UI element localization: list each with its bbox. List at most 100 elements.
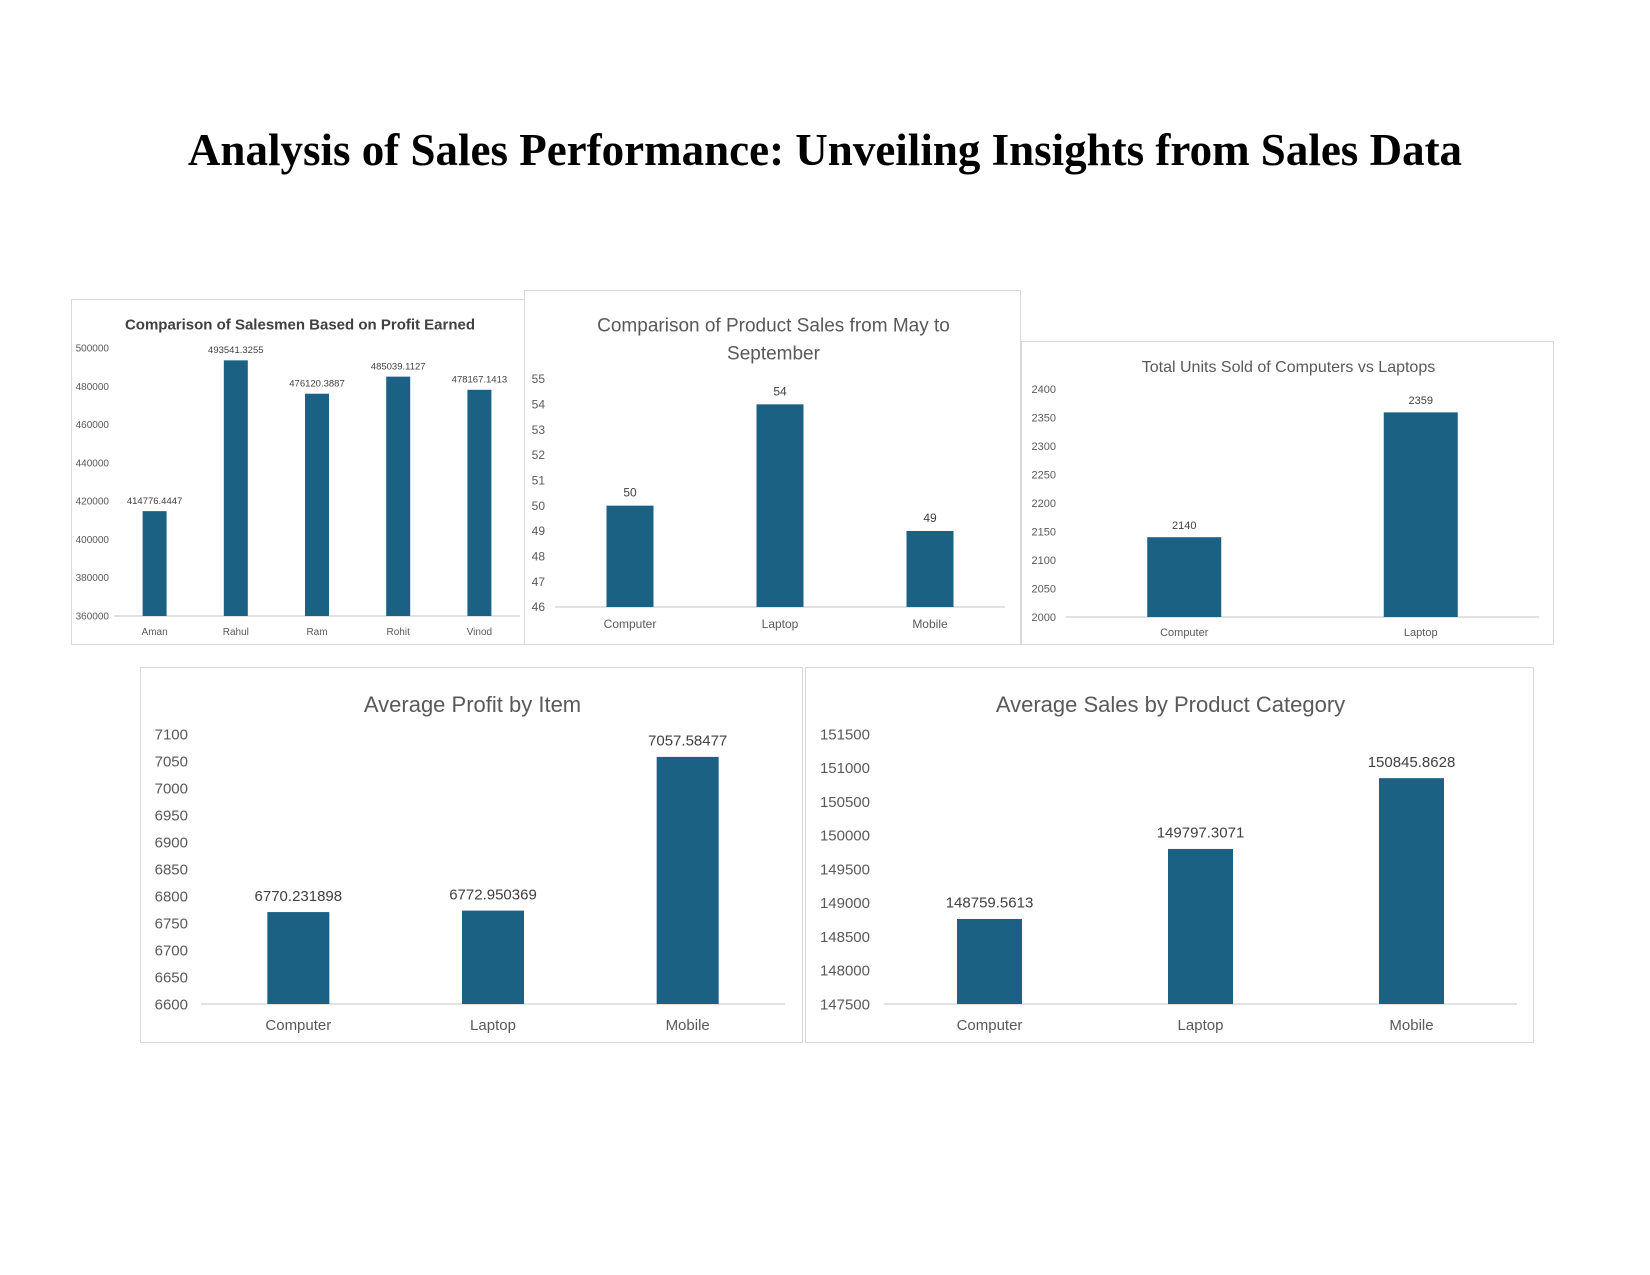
y-tick-label: 380000 <box>76 573 110 584</box>
y-tick-label: 150500 <box>820 794 870 811</box>
y-tick-label: 420000 <box>76 497 110 508</box>
y-tick-label: 148500 <box>820 929 870 946</box>
y-tick-label: 6650 <box>155 969 188 986</box>
y-tick-label: 151500 <box>820 726 870 743</box>
data-label: 6772.950369 <box>449 886 537 903</box>
bar <box>223 360 248 616</box>
salesmen-profit-chart: Comparison of Salesmen Based on Profit E… <box>71 299 527 645</box>
y-tick-label: 149000 <box>820 895 870 912</box>
data-label: 50 <box>623 486 637 500</box>
y-tick-label: 460000 <box>76 420 110 431</box>
y-tick-label: 53 <box>532 423 546 437</box>
bar <box>467 389 492 616</box>
y-tick-label: 51 <box>532 474 546 488</box>
y-tick-label: 6800 <box>155 888 188 905</box>
y-tick-label: 6750 <box>155 915 188 932</box>
y-tick-label: 48 <box>532 550 546 564</box>
bar <box>906 531 954 607</box>
data-label: 478167.1413 <box>452 375 507 386</box>
page-title: Analysis of Sales Performance: Unveiling… <box>187 125 1463 175</box>
y-tick-label: 500000 <box>76 344 110 355</box>
chart-title: Total Units Sold of Computers vs Laptops <box>1142 359 1435 376</box>
y-tick-label: 6900 <box>155 834 188 851</box>
x-tick-label: Ram <box>306 627 327 638</box>
y-tick-label: 360000 <box>76 612 110 623</box>
bar <box>1383 412 1458 617</box>
y-tick-label: 7050 <box>155 753 188 770</box>
data-label: 493541.3255 <box>208 345 263 356</box>
y-tick-label: 400000 <box>76 535 110 546</box>
y-tick-label: 2100 <box>1032 555 1056 567</box>
units-computers-vs-laptops-chart: Total Units Sold of Computers vs Laptops… <box>1021 341 1554 645</box>
y-tick-label: 54 <box>532 398 546 412</box>
y-tick-label: 7000 <box>155 780 188 797</box>
bar <box>305 393 329 616</box>
x-tick-label: Laptop <box>762 617 799 631</box>
chart-title: Average Sales by Product Category <box>996 692 1345 717</box>
chart-svg: Comparison of Product Sales from May to S… <box>532 316 1005 631</box>
data-label: 149797.3071 <box>1157 825 1245 842</box>
data-label: 2359 <box>1409 395 1433 407</box>
x-tick-label: Laptop <box>1178 1017 1224 1034</box>
x-tick-label: Computer <box>1160 627 1209 639</box>
y-tick-label: 2350 <box>1032 412 1056 424</box>
x-tick-label: Mobile <box>666 1017 710 1034</box>
bar <box>1147 537 1222 617</box>
x-tick-label: Computer <box>957 1017 1023 1034</box>
data-label: 148759.5613 <box>946 895 1034 912</box>
bar <box>957 918 1022 1004</box>
y-tick-label: 2250 <box>1032 469 1056 481</box>
average-sales-by-category-chart: Average Sales by Product Category 147500 1… <box>805 667 1534 1043</box>
y-tick-label: 46 <box>532 600 546 614</box>
data-label: 485039.1127 <box>371 362 426 373</box>
y-tick-label: 148000 <box>820 963 870 980</box>
bar <box>386 376 411 616</box>
data-label: 476120.3887 <box>289 379 344 390</box>
x-tick-label: Vinod <box>467 627 492 638</box>
bar <box>142 511 167 616</box>
y-tick-label: 6950 <box>155 807 188 824</box>
x-tick-label: Laptop <box>470 1017 516 1034</box>
x-tick-label: Computer <box>604 617 657 631</box>
y-tick-label: 440000 <box>76 458 110 469</box>
data-label: 414776.4447 <box>127 496 182 507</box>
chart-svg: Average Sales by Product Category 147500 1… <box>820 692 1517 1034</box>
y-tick-label: 6700 <box>155 942 188 959</box>
data-label: 54 <box>773 384 787 398</box>
y-tick-label: 47 <box>532 575 546 589</box>
chart-svg: Comparison of Salesmen Based on Profit E… <box>76 317 520 638</box>
chart-title: Comparison of Product Sales from May to <box>597 316 950 337</box>
y-tick-label: 50 <box>532 499 546 513</box>
y-tick-label: 2300 <box>1032 441 1056 453</box>
bar <box>267 912 330 1004</box>
x-tick-label: Mobile <box>912 617 948 631</box>
bar <box>1379 778 1444 1004</box>
data-label: 7057.58477 <box>648 733 727 750</box>
y-tick-label: 2400 <box>1032 384 1056 396</box>
y-tick-label: 2150 <box>1032 526 1056 538</box>
y-tick-label: 52 <box>532 448 546 462</box>
y-tick-label: 6600 <box>155 996 188 1013</box>
product-sales-may-sep-chart: Comparison of Product Sales from May to S… <box>524 290 1021 645</box>
y-tick-label: 150000 <box>820 828 870 845</box>
bar <box>462 910 524 1004</box>
y-tick-label: 7100 <box>155 726 188 743</box>
bar <box>1168 848 1233 1004</box>
y-tick-label: 49 <box>532 524 546 538</box>
y-tick-label: 151000 <box>820 760 870 777</box>
chart-title: Average Profit by Item <box>364 692 581 717</box>
x-tick-label: Mobile <box>1389 1017 1433 1034</box>
data-label: 150845.8628 <box>1368 754 1456 771</box>
chart-svg: Average Profit by Item 6600 6650 6700 6750 68… <box>155 692 785 1034</box>
y-tick-label: 6850 <box>155 861 188 878</box>
average-profit-by-item-chart: Average Profit by Item 6600 6650 6700 6750 68… <box>140 667 803 1043</box>
data-label: 6770.231898 <box>255 888 343 905</box>
chart-svg: Total Units Sold of Computers vs Laptops… <box>1032 359 1539 639</box>
bar <box>656 756 719 1004</box>
x-tick-label: Aman <box>142 627 168 638</box>
data-label: 2140 <box>1172 520 1196 532</box>
y-tick-label: 2050 <box>1032 583 1056 595</box>
chart-title: September <box>727 344 821 365</box>
data-label: 49 <box>923 511 937 525</box>
x-tick-label: Computer <box>265 1017 331 1034</box>
